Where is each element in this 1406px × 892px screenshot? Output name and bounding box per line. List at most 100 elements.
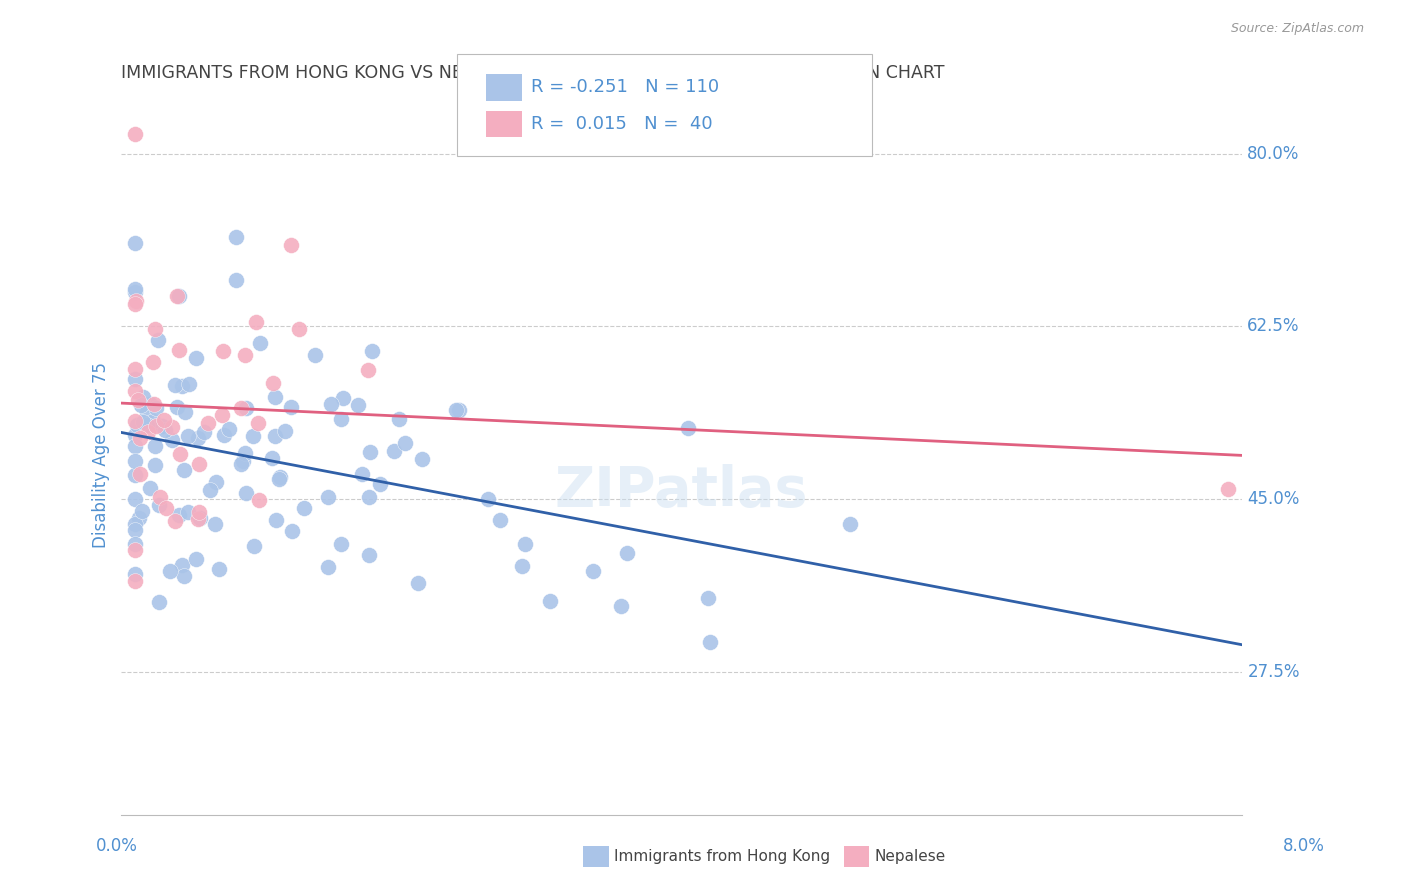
Point <box>124 236 146 251</box>
Point <box>510 559 533 574</box>
Point <box>187 512 209 526</box>
Point <box>166 400 188 414</box>
Point <box>245 315 267 329</box>
Point <box>330 537 353 551</box>
Point <box>538 594 561 608</box>
Point <box>132 390 155 404</box>
Point <box>193 425 215 439</box>
Point <box>263 429 285 443</box>
Point <box>242 428 264 442</box>
Point <box>124 566 146 581</box>
Text: ZIPatlas: ZIPatlas <box>555 464 808 517</box>
Point <box>233 348 256 362</box>
Text: IMMIGRANTS FROM HONG KONG VS NEPALESE DISABILITY AGE OVER 75 CORRELATION CHART: IMMIGRANTS FROM HONG KONG VS NEPALESE DI… <box>121 64 945 82</box>
Point <box>225 229 247 244</box>
Point <box>169 289 191 303</box>
Point <box>135 405 157 419</box>
Point <box>124 454 146 468</box>
Point <box>288 322 311 336</box>
Point <box>264 513 287 527</box>
Point <box>263 376 285 390</box>
Point <box>143 322 166 336</box>
Point <box>124 297 146 311</box>
Point <box>357 362 380 376</box>
Point <box>165 514 187 528</box>
Point <box>676 421 699 435</box>
Point <box>166 289 188 303</box>
Point <box>231 401 253 415</box>
Point <box>142 397 165 411</box>
Point <box>321 396 343 410</box>
Point <box>142 355 165 369</box>
Point <box>205 475 228 490</box>
Point <box>280 238 302 252</box>
Point <box>359 548 381 562</box>
Point <box>124 285 146 299</box>
Point <box>184 351 207 365</box>
Point <box>124 414 146 428</box>
Point <box>225 273 247 287</box>
Point <box>262 450 284 465</box>
Point <box>160 420 183 434</box>
Point <box>212 427 235 442</box>
Text: 45.0%: 45.0% <box>1247 490 1299 508</box>
Point <box>361 343 384 358</box>
Point <box>125 418 148 433</box>
Point <box>131 504 153 518</box>
Point <box>172 558 194 572</box>
Point <box>329 412 352 426</box>
Point <box>124 537 146 551</box>
Point <box>160 434 183 448</box>
Point <box>274 424 297 438</box>
Point <box>153 423 176 437</box>
Point <box>124 384 146 399</box>
Point <box>269 469 291 483</box>
Point <box>247 493 270 508</box>
Point <box>173 405 195 419</box>
Point <box>347 398 370 412</box>
Point <box>148 498 170 512</box>
Point <box>368 476 391 491</box>
Point <box>204 516 226 531</box>
Point <box>188 457 211 471</box>
Point <box>138 425 160 440</box>
Text: 0.0%: 0.0% <box>96 837 138 855</box>
Point <box>145 418 167 433</box>
Point <box>124 516 146 531</box>
Point <box>382 444 405 458</box>
Point <box>477 491 499 506</box>
Point <box>281 524 304 539</box>
Point <box>246 417 269 431</box>
Point <box>146 334 169 348</box>
Point <box>124 491 146 506</box>
Point <box>582 564 605 578</box>
Point <box>513 537 536 551</box>
Point <box>148 595 170 609</box>
Point <box>128 510 150 524</box>
Point <box>136 417 159 432</box>
Point <box>697 591 720 605</box>
Point <box>142 414 165 428</box>
Point <box>129 398 152 412</box>
Point <box>187 505 209 519</box>
Point <box>124 542 146 557</box>
Point <box>139 481 162 495</box>
Point <box>292 500 315 515</box>
Point <box>177 377 200 392</box>
Point <box>124 282 146 296</box>
Point <box>153 413 176 427</box>
Point <box>124 468 146 483</box>
Point <box>449 403 471 417</box>
Text: 8.0%: 8.0% <box>1282 837 1324 855</box>
Point <box>332 391 354 405</box>
Point <box>394 435 416 450</box>
Point <box>124 439 146 453</box>
Point <box>150 418 173 433</box>
Point <box>163 378 186 392</box>
Point <box>444 403 467 417</box>
Point <box>124 372 146 386</box>
Point <box>838 517 860 532</box>
Text: R =  0.015   N =  40: R = 0.015 N = 40 <box>531 115 713 133</box>
Point <box>155 501 177 516</box>
Text: 80.0%: 80.0% <box>1247 145 1299 163</box>
